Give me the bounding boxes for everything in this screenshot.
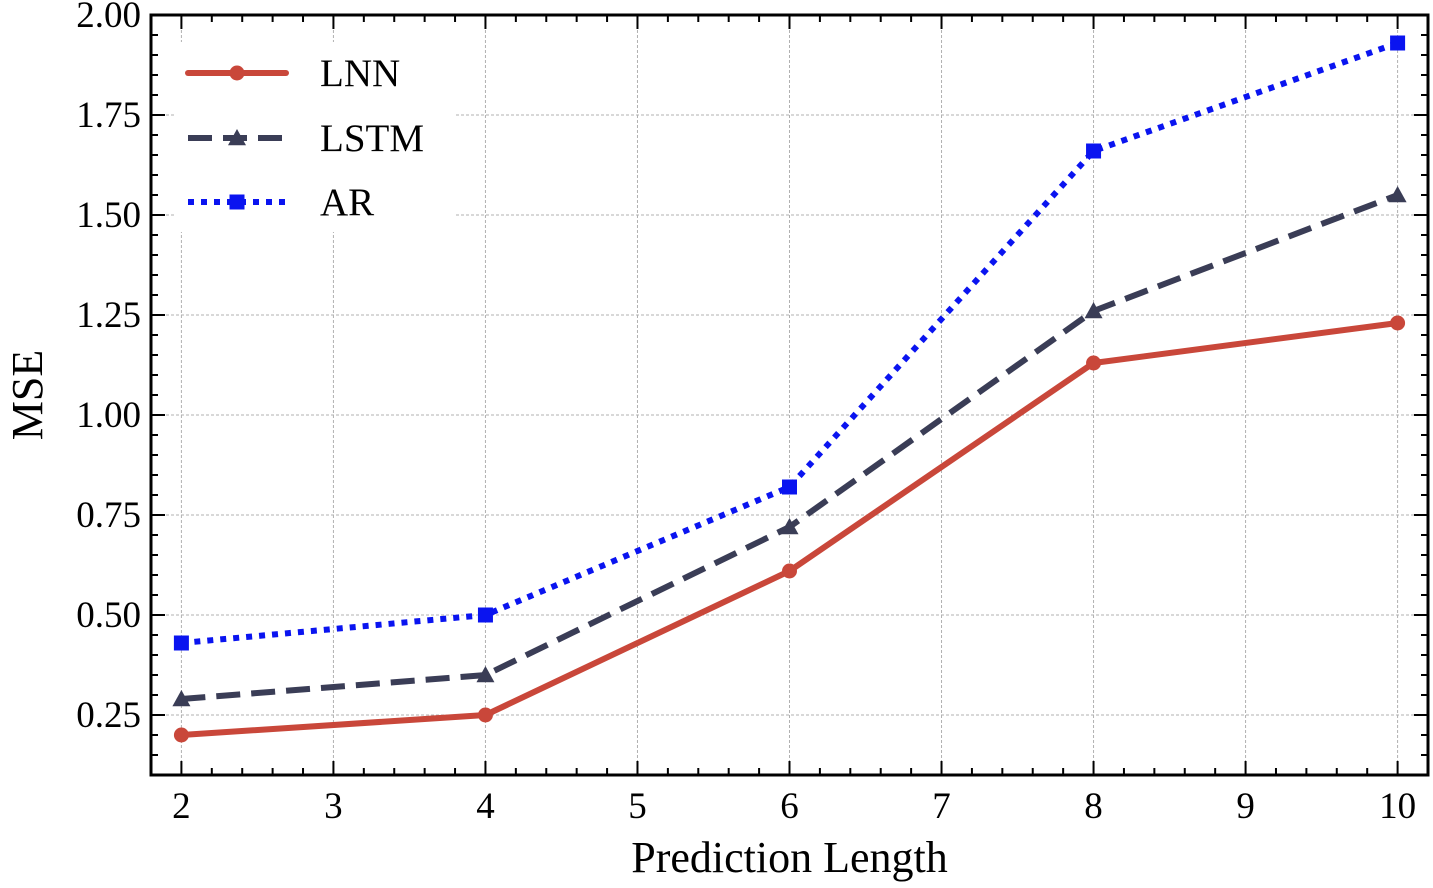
legend-marker-ar [229, 194, 245, 210]
y-tick-label: 1.00 [76, 395, 141, 436]
data-point-lnn [782, 563, 797, 579]
legend-label-lstm: LSTM [320, 117, 424, 160]
data-point-lstm [1084, 302, 1103, 319]
legend: LNN LSTM AR [175, 42, 455, 232]
y-tick-label: 0.75 [76, 495, 141, 536]
y-tick-label: 1.25 [76, 295, 141, 336]
data-point-ar [1086, 143, 1102, 159]
data-point-lstm [1388, 186, 1407, 203]
data-point-lnn [1086, 355, 1102, 371]
tick-labels: 2 3 4 5 6 7 8 9 10 0.25 0.50 0.75 1.00 1.25 1.50 1.75 2.… [76, 0, 1416, 827]
series-ar [173, 35, 1406, 651]
data-point-ar [173, 635, 189, 651]
x-tick-label: 9 [1236, 786, 1255, 827]
y-tick-label: 0.50 [76, 595, 141, 636]
axis-ticks [150, 14, 1429, 776]
legend-marker-lstm [228, 129, 246, 146]
data-point-lstm [476, 666, 495, 683]
y-axis-title: MSE [3, 350, 52, 440]
x-tick-label: 4 [476, 786, 495, 827]
x-tick-label: 6 [780, 786, 799, 827]
y-tick-label: 1.75 [76, 95, 141, 136]
legend-marker-lnn [229, 65, 245, 81]
legend-label-ar: AR [320, 181, 374, 224]
y-tick-label: 2.00 [76, 0, 141, 36]
data-point-lnn [173, 727, 189, 743]
series-layer [172, 35, 1407, 743]
x-tick-label: 2 [172, 786, 191, 827]
x-tick-label: 10 [1379, 786, 1416, 827]
data-point-lstm [780, 518, 799, 535]
data-point-lnn [1390, 315, 1406, 331]
plot-frame [149, 13, 1430, 777]
x-tick-label: 8 [1084, 786, 1103, 827]
series-lstm [172, 186, 1407, 707]
legend-label-lnn: LNN [320, 52, 400, 95]
data-point-ar [782, 479, 797, 495]
data-point-ar [477, 607, 493, 623]
x-tick-label: 5 [628, 786, 647, 827]
x-tick-label: 3 [324, 786, 343, 827]
x-axis-title: Prediction Length [631, 833, 948, 882]
data-point-ar [1390, 35, 1406, 51]
data-point-lnn [477, 707, 493, 723]
series-lnn [173, 315, 1406, 743]
x-tick-label: 7 [932, 786, 951, 827]
y-tick-label: 1.50 [76, 195, 141, 236]
data-point-lstm [172, 690, 191, 707]
y-tick-label: 0.25 [76, 695, 141, 736]
